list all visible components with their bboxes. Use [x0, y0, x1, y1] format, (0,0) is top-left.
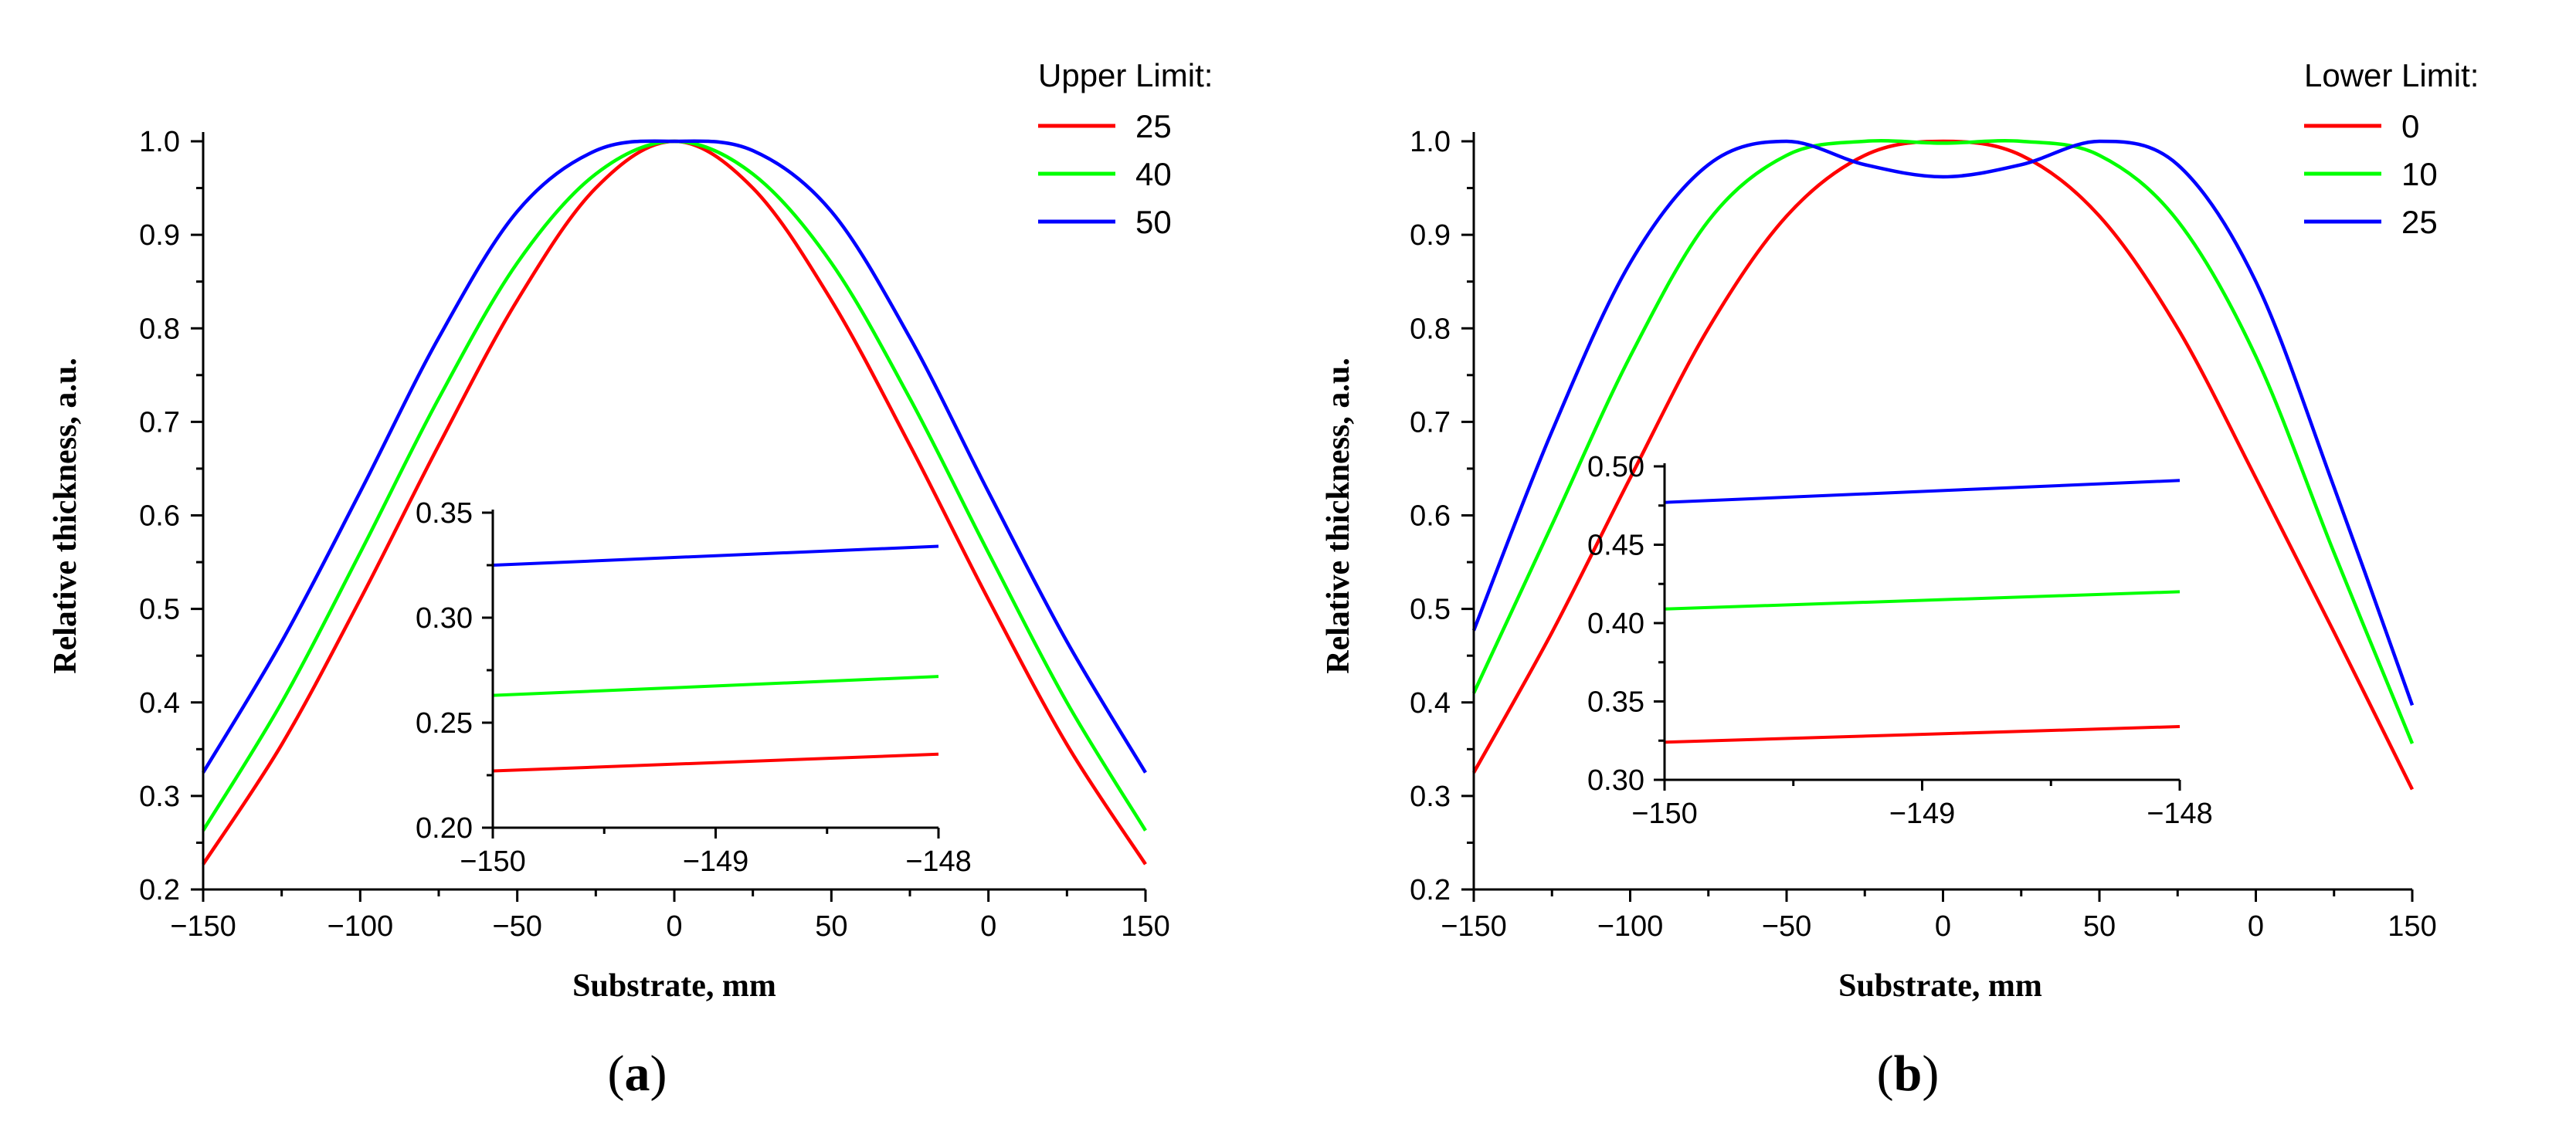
- inset-x-tick-label: −150: [460, 845, 526, 878]
- panel-b: −150 −100 −50 0 50 0 150 0.2 0.3 0.4 0.5 0.6 0.7 0.8 0…: [1321, 57, 2479, 1102]
- x-tick-label: 0: [666, 910, 682, 943]
- panel-label: (a): [608, 1045, 667, 1102]
- inset-y-tick-label: 0.45: [1587, 530, 1644, 562]
- y-tick-label: 0.5: [1410, 594, 1451, 626]
- x-tick-label: 0: [2248, 910, 2264, 943]
- y-tick-label: 0.9: [1410, 219, 1451, 252]
- x-axis-title: Substrate, mm: [572, 968, 776, 1004]
- y-tick-label: 0.3: [1410, 781, 1451, 813]
- legend-label-25: 25: [2401, 204, 2438, 240]
- x-tick-label: 0: [1935, 910, 1951, 943]
- legend-label-25: 25: [1135, 108, 1172, 144]
- inset-background: [1665, 466, 2180, 780]
- x-tick-label: 150: [2388, 910, 2436, 943]
- y-tick-label: 0.7: [139, 406, 180, 439]
- inset-series-line-40: [492, 675, 939, 697]
- series-line-25: [1471, 139, 2415, 706]
- inset-x-tick-label: −148: [2147, 798, 2213, 830]
- y-tick-label: 0.8: [1410, 313, 1451, 345]
- inset-series-line-25: [492, 752, 939, 773]
- y-tick-label: 0.3: [139, 781, 180, 813]
- x-tick-label: 50: [2083, 910, 2116, 943]
- y-tick-label: 0.7: [1410, 406, 1451, 439]
- inset-y-tick-label: 0.50: [1587, 451, 1644, 483]
- y-tick-label: 0.6: [1410, 500, 1451, 533]
- y-tick-label: 0.8: [139, 313, 180, 345]
- panel-label: (b): [1877, 1045, 1940, 1102]
- x-tick-label: −100: [1597, 910, 1664, 943]
- y-tick-label: 0.2: [1410, 874, 1451, 906]
- inset-y-tick-label: 0.35: [416, 497, 473, 530]
- inset-y-tick-label: 0.35: [1587, 686, 1644, 719]
- x-axis-title: Substrate, mm: [1838, 968, 2042, 1004]
- legend: Upper Limit: 25 40 50: [1038, 57, 1213, 240]
- inset-series-line-10: [1664, 590, 2181, 611]
- y-tick-label: 0.2: [139, 874, 180, 906]
- legend: Lower Limit: 0 10 25: [2304, 57, 2479, 240]
- legend-label-40: 40: [1135, 156, 1172, 192]
- inset-background: [493, 513, 938, 828]
- inset-y-tick-label: 0.30: [1587, 764, 1644, 797]
- inset-y-tick-label: 0.25: [416, 707, 473, 740]
- y-axis-title: Relative thickness, a.u.: [1321, 357, 1356, 674]
- legend-title: Lower Limit:: [2304, 57, 2479, 93]
- y-tick-label: 0.6: [139, 500, 180, 533]
- inset: −150 −149 −148 0.30 0.35 0.40 0.45 0.50: [1587, 451, 2213, 830]
- y-tick-label: 1.0: [139, 126, 180, 158]
- panel-a: −150 −100 −50 0 50 0 150 0.2 0.3 0.4 0.5 0.6 0.7 0.8 0…: [48, 57, 1213, 1102]
- series-line-0: [1472, 139, 2415, 791]
- series-line-50: [202, 139, 1147, 774]
- x-tick-label: −50: [492, 910, 541, 943]
- y-tick-label: 0.4: [139, 687, 180, 720]
- series-line-10: [1471, 139, 2415, 744]
- inset-x-tick-label: −150: [1631, 798, 1698, 830]
- inset-x-tick-label: −149: [1889, 798, 1956, 830]
- inset-series-line-0: [1664, 724, 2181, 744]
- inset-x-tick-label: −149: [683, 845, 749, 878]
- legend-label-0: 0: [2401, 108, 2419, 144]
- inset-y-tick-label: 0.20: [416, 812, 473, 845]
- legend-title: Upper Limit:: [1038, 57, 1213, 93]
- y-tick-label: 0.4: [1410, 687, 1451, 720]
- inset: −150 −149 −148 0.20 0.25 0.30 0.35: [416, 497, 972, 878]
- y-axis-title: Relative thickness, a.u.: [48, 357, 83, 674]
- x-tick-label: −50: [1762, 910, 1811, 943]
- y-tick-label: 1.0: [1410, 126, 1451, 158]
- inset-series-line-50: [492, 544, 939, 567]
- legend-label-50: 50: [1135, 204, 1172, 240]
- legend-label-10: 10: [2401, 156, 2438, 192]
- x-tick-label: 0: [980, 910, 996, 943]
- inset-y-tick-label: 0.40: [1587, 608, 1644, 640]
- x-tick-label: 150: [1121, 910, 1169, 943]
- y-tick-label: 0.5: [139, 594, 180, 626]
- x-tick-label: −150: [170, 910, 236, 943]
- inset-x-tick-label: −148: [905, 845, 972, 878]
- x-tick-label: 50: [815, 910, 847, 943]
- inset-y-tick-label: 0.30: [416, 602, 473, 635]
- x-tick-label: −100: [328, 910, 394, 943]
- y-tick-label: 0.9: [139, 219, 180, 252]
- inset-series-line-25: [1664, 479, 2181, 504]
- x-tick-label: −150: [1441, 910, 1507, 943]
